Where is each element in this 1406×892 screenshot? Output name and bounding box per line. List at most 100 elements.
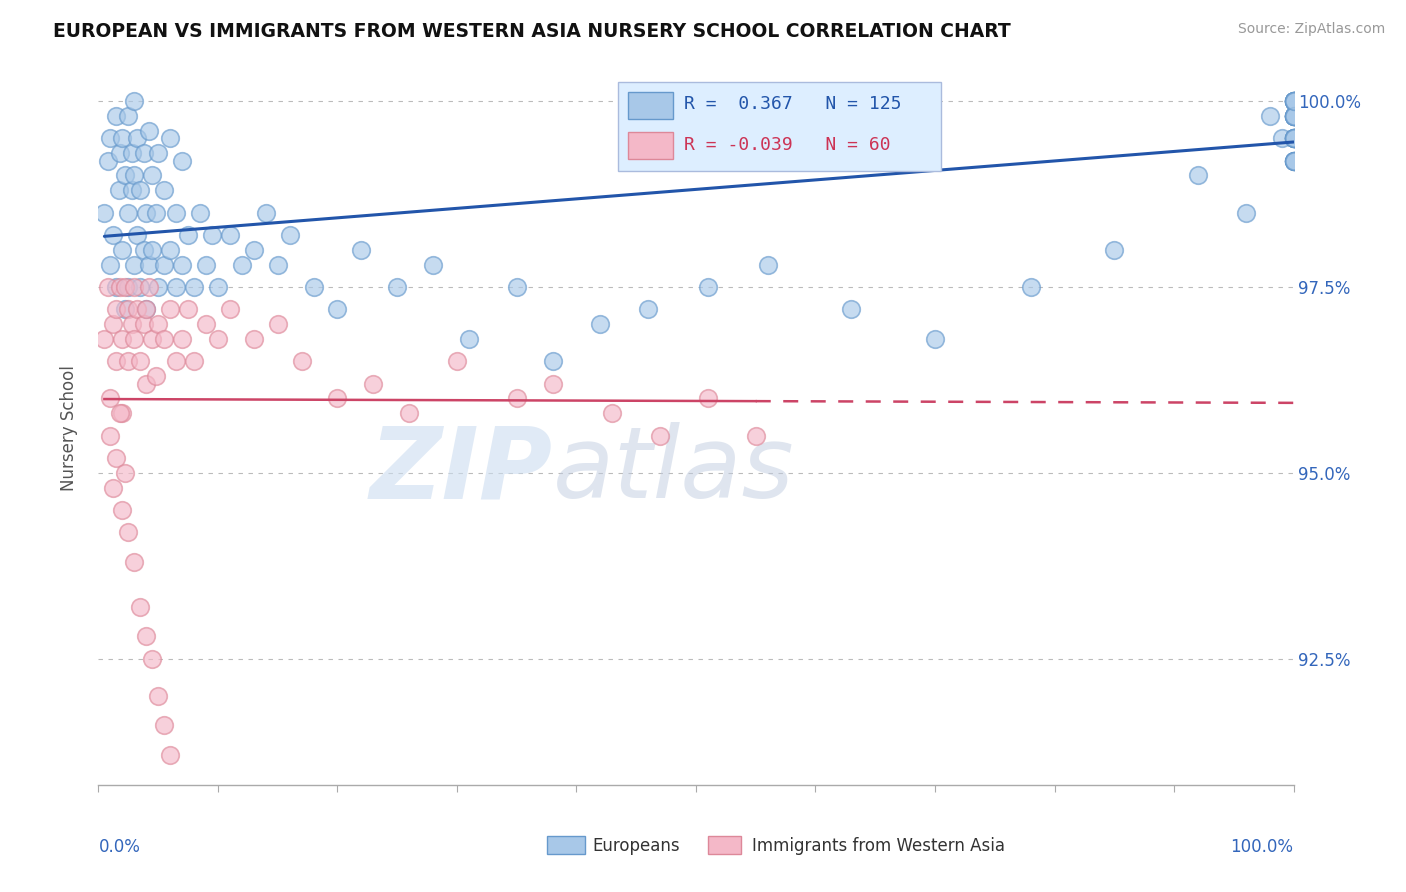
Point [326,302,349,317]
Point [1282,109,1305,123]
Point [1282,94,1305,108]
Point [148,146,170,161]
Point [165,280,187,294]
Point [363,376,385,391]
Point [1104,243,1126,257]
Point [1282,153,1305,168]
Point [135,376,157,391]
Text: ZIP: ZIP [370,423,553,519]
Point [97,153,120,168]
Point [183,280,205,294]
Bar [547,837,585,855]
Point [1282,94,1305,108]
Point [1282,131,1305,145]
Point [114,466,136,480]
Point [159,131,181,145]
Point [745,428,768,442]
Point [697,392,720,406]
Point [1282,153,1305,168]
Point [1282,109,1305,123]
Point [117,280,139,294]
Point [756,258,779,272]
Y-axis label: Nursery School: Nursery School [59,365,77,491]
Point [138,280,160,294]
Point [172,258,194,272]
Point [125,227,148,242]
Point [124,258,146,272]
Point [1282,109,1305,123]
Point [93,332,115,346]
Point [117,205,139,219]
Point [1282,109,1305,123]
Point [506,280,529,294]
Point [117,302,139,317]
Point [1282,94,1305,108]
Point [138,258,160,272]
Point [207,332,229,346]
Text: R = -0.039   N = 60: R = -0.039 N = 60 [685,136,890,153]
Point [195,317,218,331]
Point [1282,109,1305,123]
Point [135,302,157,317]
Point [924,332,946,346]
Point [385,280,409,294]
Point [129,354,152,368]
Text: 100.0%: 100.0% [1230,838,1294,856]
Point [458,332,481,346]
Point [153,332,176,346]
Point [1282,131,1305,145]
Point [124,555,146,569]
Point [124,332,146,346]
Point [231,258,253,272]
Point [108,406,131,420]
Point [145,205,167,219]
Point [1282,153,1305,168]
Point [254,205,277,219]
Point [1282,109,1305,123]
Point [1019,280,1042,294]
Point [135,302,157,317]
Point [267,258,290,272]
Point [1282,109,1305,123]
Point [1282,94,1305,108]
Point [589,317,612,331]
Point [1234,205,1257,219]
Point [124,94,146,108]
Point [135,629,157,643]
Point [183,354,205,368]
Point [101,317,124,331]
Point [541,376,564,391]
Point [114,169,136,183]
Point [1282,109,1305,123]
Point [132,146,155,161]
Point [1282,131,1305,145]
Point [93,205,115,219]
Point [1282,94,1305,108]
Point [541,354,564,368]
Point [446,354,468,368]
Point [129,183,152,197]
FancyBboxPatch shape [619,82,941,171]
Point [114,280,136,294]
Point [1282,94,1305,108]
Point [129,599,152,614]
Point [121,183,143,197]
Point [121,146,143,161]
Point [1282,153,1305,168]
Point [105,450,128,465]
Point [111,332,134,346]
Point [1282,94,1305,108]
Point [422,258,444,272]
Point [172,153,194,168]
Bar [628,92,673,120]
Point [1282,109,1305,123]
Point [1282,131,1305,145]
Point [697,280,720,294]
Point [111,503,134,517]
Text: Europeans: Europeans [592,837,679,855]
Point [1271,131,1294,145]
Point [1282,131,1305,145]
Point [1282,94,1305,108]
Point [132,243,155,257]
Point [1282,131,1305,145]
